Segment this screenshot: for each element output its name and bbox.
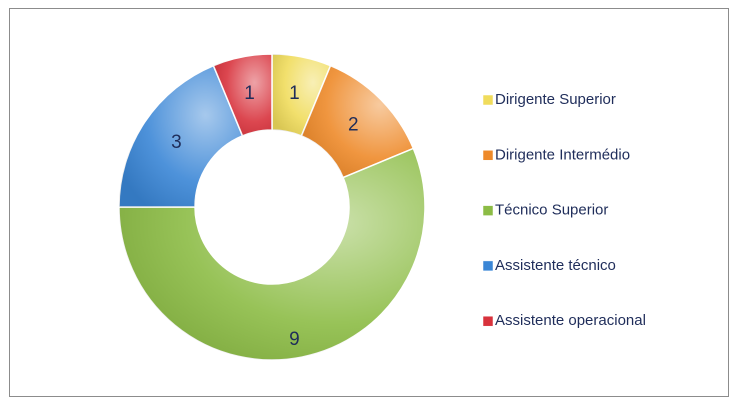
legend-swatch [482, 150, 494, 161]
legend-label: Técnico Superior [495, 202, 608, 219]
legend-swatch [482, 94, 494, 106]
legend: Dirigente Superior Dirigente Intermédio Té… [482, 91, 646, 329]
data-label: 2 [348, 115, 359, 136]
legend-label: Dirigente Intermédio [495, 146, 630, 163]
legend-swatch [482, 260, 494, 272]
legend-label: Assistente operacional [495, 312, 646, 329]
slice-shine [272, 54, 331, 136]
slice-shine [213, 54, 272, 136]
slices: 1 2 9 3 1 [118, 53, 426, 361]
data-label: 9 [289, 329, 300, 350]
legend-label: Dirigente Superior [495, 91, 616, 108]
data-label: 1 [289, 83, 300, 104]
slice-shine [119, 148, 425, 360]
data-label: 3 [171, 132, 182, 153]
legend-swatch [482, 315, 494, 327]
slice-shine [301, 65, 414, 178]
legend-swatch [482, 205, 494, 216]
legend-label: Assistente técnico [495, 257, 616, 274]
slice-shine [119, 65, 243, 208]
data-label: 1 [244, 83, 255, 104]
